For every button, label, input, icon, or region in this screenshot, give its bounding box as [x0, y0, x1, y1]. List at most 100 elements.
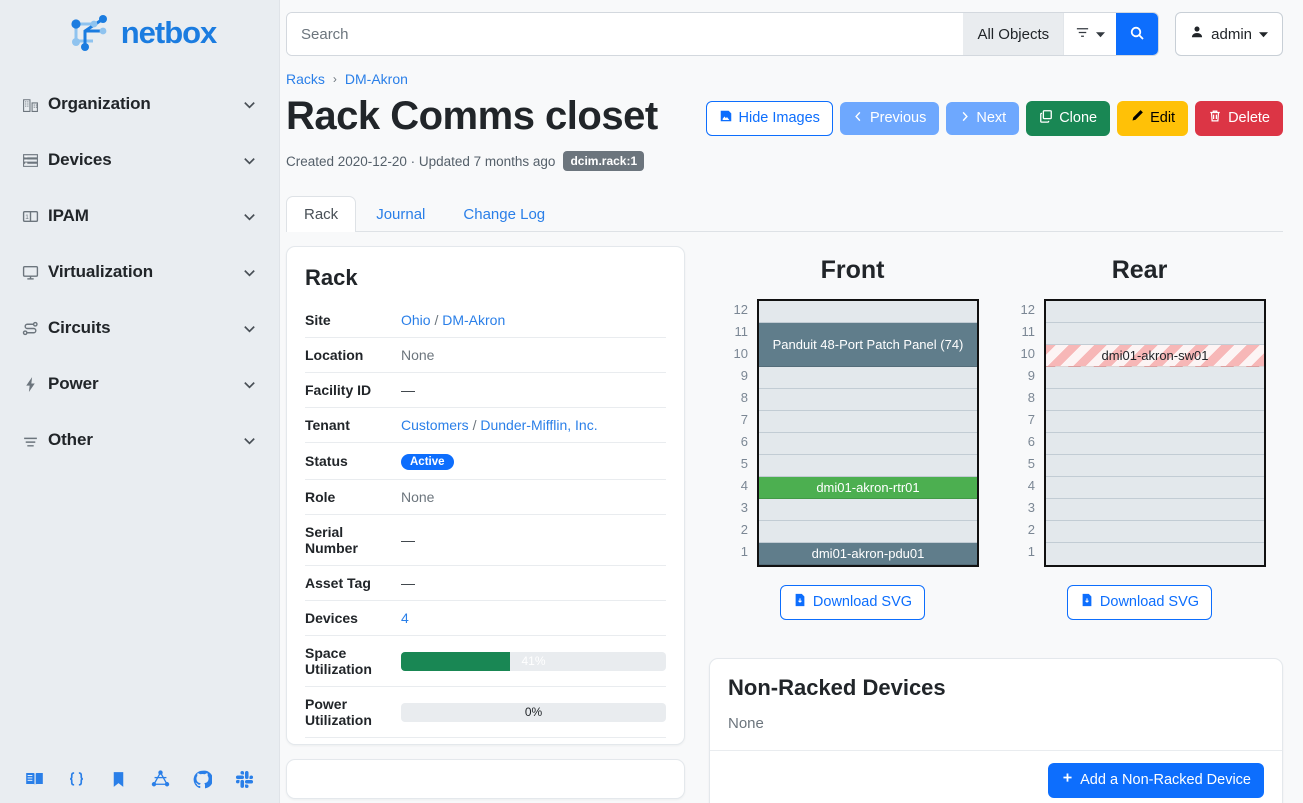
tenant-link[interactable]: Dunder-Mifflin, Inc.	[480, 417, 598, 433]
search-submit-button[interactable]	[1116, 13, 1159, 55]
chevron-down-icon[interactable]	[242, 433, 257, 448]
rack-unit-empty[interactable]	[759, 455, 977, 477]
edit-label: Edit	[1150, 110, 1176, 126]
chevron-down-icon[interactable]	[242, 377, 257, 392]
row-value: 0%	[401, 686, 666, 738]
circuits-icon	[22, 320, 48, 337]
rack-unit-number: 1	[1027, 544, 1035, 559]
docs-book-icon[interactable]	[25, 770, 44, 789]
previous-label: Previous	[869, 110, 927, 126]
delete-button[interactable]: Delete	[1195, 101, 1283, 137]
sidebar-item-other[interactable]: Other	[0, 412, 279, 468]
chevron-down-icon[interactable]	[242, 321, 257, 336]
rack-device-rear[interactable]: dmi01-akron-sw01	[1046, 345, 1264, 367]
building-icon	[22, 96, 48, 113]
rack-unit-empty[interactable]	[1046, 543, 1264, 565]
add-non-racked-device-button[interactable]: Add a Non-Racked Device	[1048, 763, 1264, 798]
search-input[interactable]	[287, 13, 964, 55]
page-title: Rack Comms closet	[286, 94, 658, 138]
rear-unit-numbers: 12 11 10 9 8 7 6 5 4 3 2 1	[1013, 299, 1044, 567]
sidebar-item-power[interactable]: Power	[0, 356, 279, 412]
rack-unit-number: 12	[1020, 302, 1035, 317]
sidebar-item-ipam[interactable]: 1 IPAM	[0, 188, 279, 244]
rack-device-front[interactable]: dmi01-akron-rtr01	[759, 477, 977, 499]
chevron-down-icon[interactable]	[242, 209, 257, 224]
topbar: All Objects	[280, 0, 1303, 71]
rack-unit-number: 5	[1027, 456, 1035, 471]
download-svg-label: Download SVG	[812, 594, 913, 610]
tab-change-log[interactable]: Change Log	[445, 196, 563, 232]
rack-unit-empty[interactable]	[1046, 455, 1264, 477]
rack-unit-empty[interactable]	[1046, 499, 1264, 521]
page-subtitle: Created 2020-12-20 · Updated 7 months ag…	[286, 151, 658, 171]
bolt-icon	[22, 376, 48, 393]
sidebar-item-label: Power	[48, 374, 99, 393]
non-racked-devices-card: Non-Racked Devices None Add a Non-Racked…	[709, 658, 1283, 803]
rack-unit-empty[interactable]	[759, 411, 977, 433]
front-unit-numbers: 12 11 10 9 8 7 6 5 4 3 2 1	[726, 299, 757, 567]
row-value: —	[401, 514, 666, 566]
rack-unit-number: 10	[733, 346, 748, 361]
download-svg-rear-button[interactable]: Download SVG	[1066, 585, 1213, 621]
sidebar-item-organization[interactable]: Organization	[0, 76, 279, 132]
row-label: Devices	[305, 600, 401, 636]
rear-rack-frame: dmi01-akron-sw01	[1044, 299, 1266, 567]
rack-unit-empty[interactable]	[1046, 301, 1264, 323]
site-group-link[interactable]: Ohio	[401, 312, 431, 328]
breadcrumb-item-dm-akron[interactable]: DM-Akron	[344, 71, 408, 87]
rack-unit-empty[interactable]	[1046, 323, 1264, 345]
rack-unit-empty[interactable]	[1046, 367, 1264, 389]
chevron-down-icon[interactable]	[242, 97, 257, 112]
sidebar-item-virtualization[interactable]: Virtualization	[0, 244, 279, 300]
tab-rack[interactable]: Rack	[286, 196, 357, 232]
site-link[interactable]: DM-Akron	[442, 312, 506, 328]
breadcrumb-item-racks[interactable]: Racks	[286, 71, 325, 87]
row-value: Ohio / DM-Akron	[401, 303, 666, 338]
rack-unit-number: 8	[740, 390, 748, 405]
clone-button[interactable]: Clone	[1026, 101, 1111, 137]
rack-unit-empty[interactable]	[759, 367, 977, 389]
slack-icon[interactable]	[235, 770, 254, 789]
rack-unit-empty[interactable]	[1046, 521, 1264, 543]
tenant-group-link[interactable]: Customers	[401, 417, 469, 433]
graphql-icon[interactable]	[151, 769, 170, 789]
api-braces-icon[interactable]	[67, 770, 86, 789]
sidebar-item-circuits[interactable]: Circuits	[0, 300, 279, 356]
chevron-down-icon[interactable]	[242, 153, 257, 168]
rack-unit-empty[interactable]	[759, 433, 977, 455]
bookmark-icon[interactable]	[109, 770, 128, 789]
object-tabs: Rack Journal Change Log	[286, 195, 1283, 232]
row-label: Tenant	[305, 407, 401, 443]
search-icon	[1129, 25, 1145, 44]
rack-unit-empty[interactable]	[759, 301, 977, 323]
device-count-link[interactable]: 4	[401, 610, 409, 626]
rack-unit-empty[interactable]	[1046, 477, 1264, 499]
rack-unit-empty[interactable]	[759, 521, 977, 543]
rack-device-front[interactable]: Panduit 48-Port Patch Panel (74)	[759, 323, 977, 367]
hide-images-button[interactable]: Hide Images	[705, 101, 833, 137]
rack-unit-empty[interactable]	[1046, 389, 1264, 411]
progress-label: 41%	[521, 654, 546, 668]
search-filter-button[interactable]	[1063, 13, 1117, 55]
table-row: Tenant Customers / Dunder-Mifflin, Inc.	[305, 407, 666, 443]
download-svg-front-button[interactable]: Download SVG	[779, 585, 926, 621]
sidebar-item-devices[interactable]: Devices	[0, 132, 279, 188]
rack-unit-empty[interactable]	[1046, 411, 1264, 433]
next-button[interactable]: Next	[946, 102, 1020, 136]
rack-unit-empty[interactable]	[759, 389, 977, 411]
edit-button[interactable]: Edit	[1117, 101, 1189, 137]
user-menu-button[interactable]: admin	[1175, 12, 1283, 56]
previous-button[interactable]: Previous	[839, 102, 940, 136]
row-value: —	[401, 372, 666, 408]
chevron-down-icon[interactable]	[242, 265, 257, 280]
brand-logo[interactable]: netbox	[0, 0, 279, 66]
svg-text:1: 1	[25, 214, 29, 221]
github-icon[interactable]	[193, 770, 212, 789]
pencil-icon	[1130, 109, 1144, 128]
search-scope-button[interactable]: All Objects	[963, 13, 1064, 55]
rack-unit-empty[interactable]	[759, 499, 977, 521]
tab-journal[interactable]: Journal	[358, 196, 443, 232]
rack-device-front[interactable]: dmi01-akron-pdu01	[759, 543, 977, 565]
row-value: None	[401, 337, 666, 373]
rack-unit-empty[interactable]	[1046, 433, 1264, 455]
